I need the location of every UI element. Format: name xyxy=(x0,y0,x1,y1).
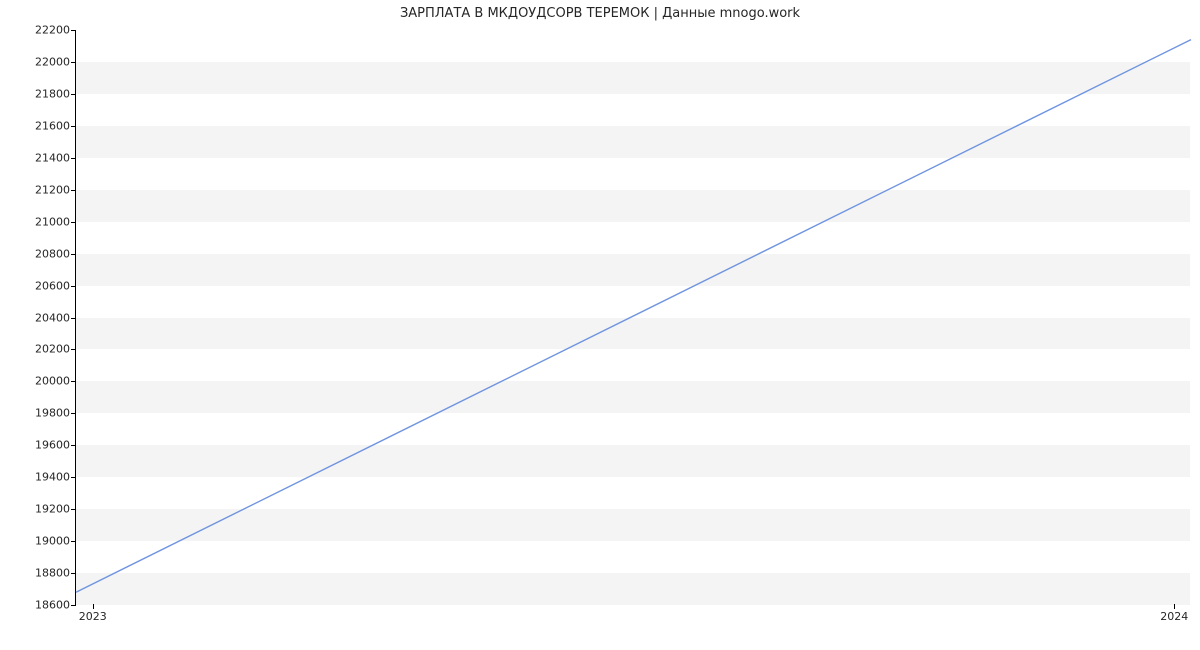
series-layer xyxy=(76,30,1191,605)
y-tick-label: 18600 xyxy=(35,599,70,612)
y-tick-label: 18800 xyxy=(35,567,70,580)
chart-container: ЗАРПЛАТА В МКДОУДСОРВ ТЕРЕМОК | Данные m… xyxy=(0,0,1200,650)
y-tick-label: 21200 xyxy=(35,183,70,196)
y-tick-label: 20000 xyxy=(35,375,70,388)
y-tick-label: 20800 xyxy=(35,247,70,260)
y-tick-label: 19800 xyxy=(35,407,70,420)
y-tick-label: 20400 xyxy=(35,311,70,324)
y-tick-label: 19600 xyxy=(35,439,70,452)
y-tick-label: 22200 xyxy=(35,24,70,37)
y-tick-label: 19400 xyxy=(35,471,70,484)
series-line xyxy=(76,40,1191,593)
y-tick-label: 21600 xyxy=(35,119,70,132)
plot-area: 1860018800190001920019400196001980020000… xyxy=(75,30,1190,605)
y-tick-label: 19000 xyxy=(35,535,70,548)
y-tick-label: 21000 xyxy=(35,215,70,228)
y-tick-label: 20600 xyxy=(35,279,70,292)
y-tick-label: 21400 xyxy=(35,151,70,164)
y-tick-label: 20200 xyxy=(35,343,70,356)
y-tick-label: 21800 xyxy=(35,87,70,100)
chart-title: ЗАРПЛАТА В МКДОУДСОРВ ТЕРЕМОК | Данные m… xyxy=(0,6,1200,21)
x-tick-label: 2023 xyxy=(79,610,107,623)
y-tick-mark xyxy=(71,605,76,606)
x-tick-label: 2024 xyxy=(1160,610,1188,623)
y-tick-label: 22000 xyxy=(35,55,70,68)
y-tick-label: 19200 xyxy=(35,503,70,516)
